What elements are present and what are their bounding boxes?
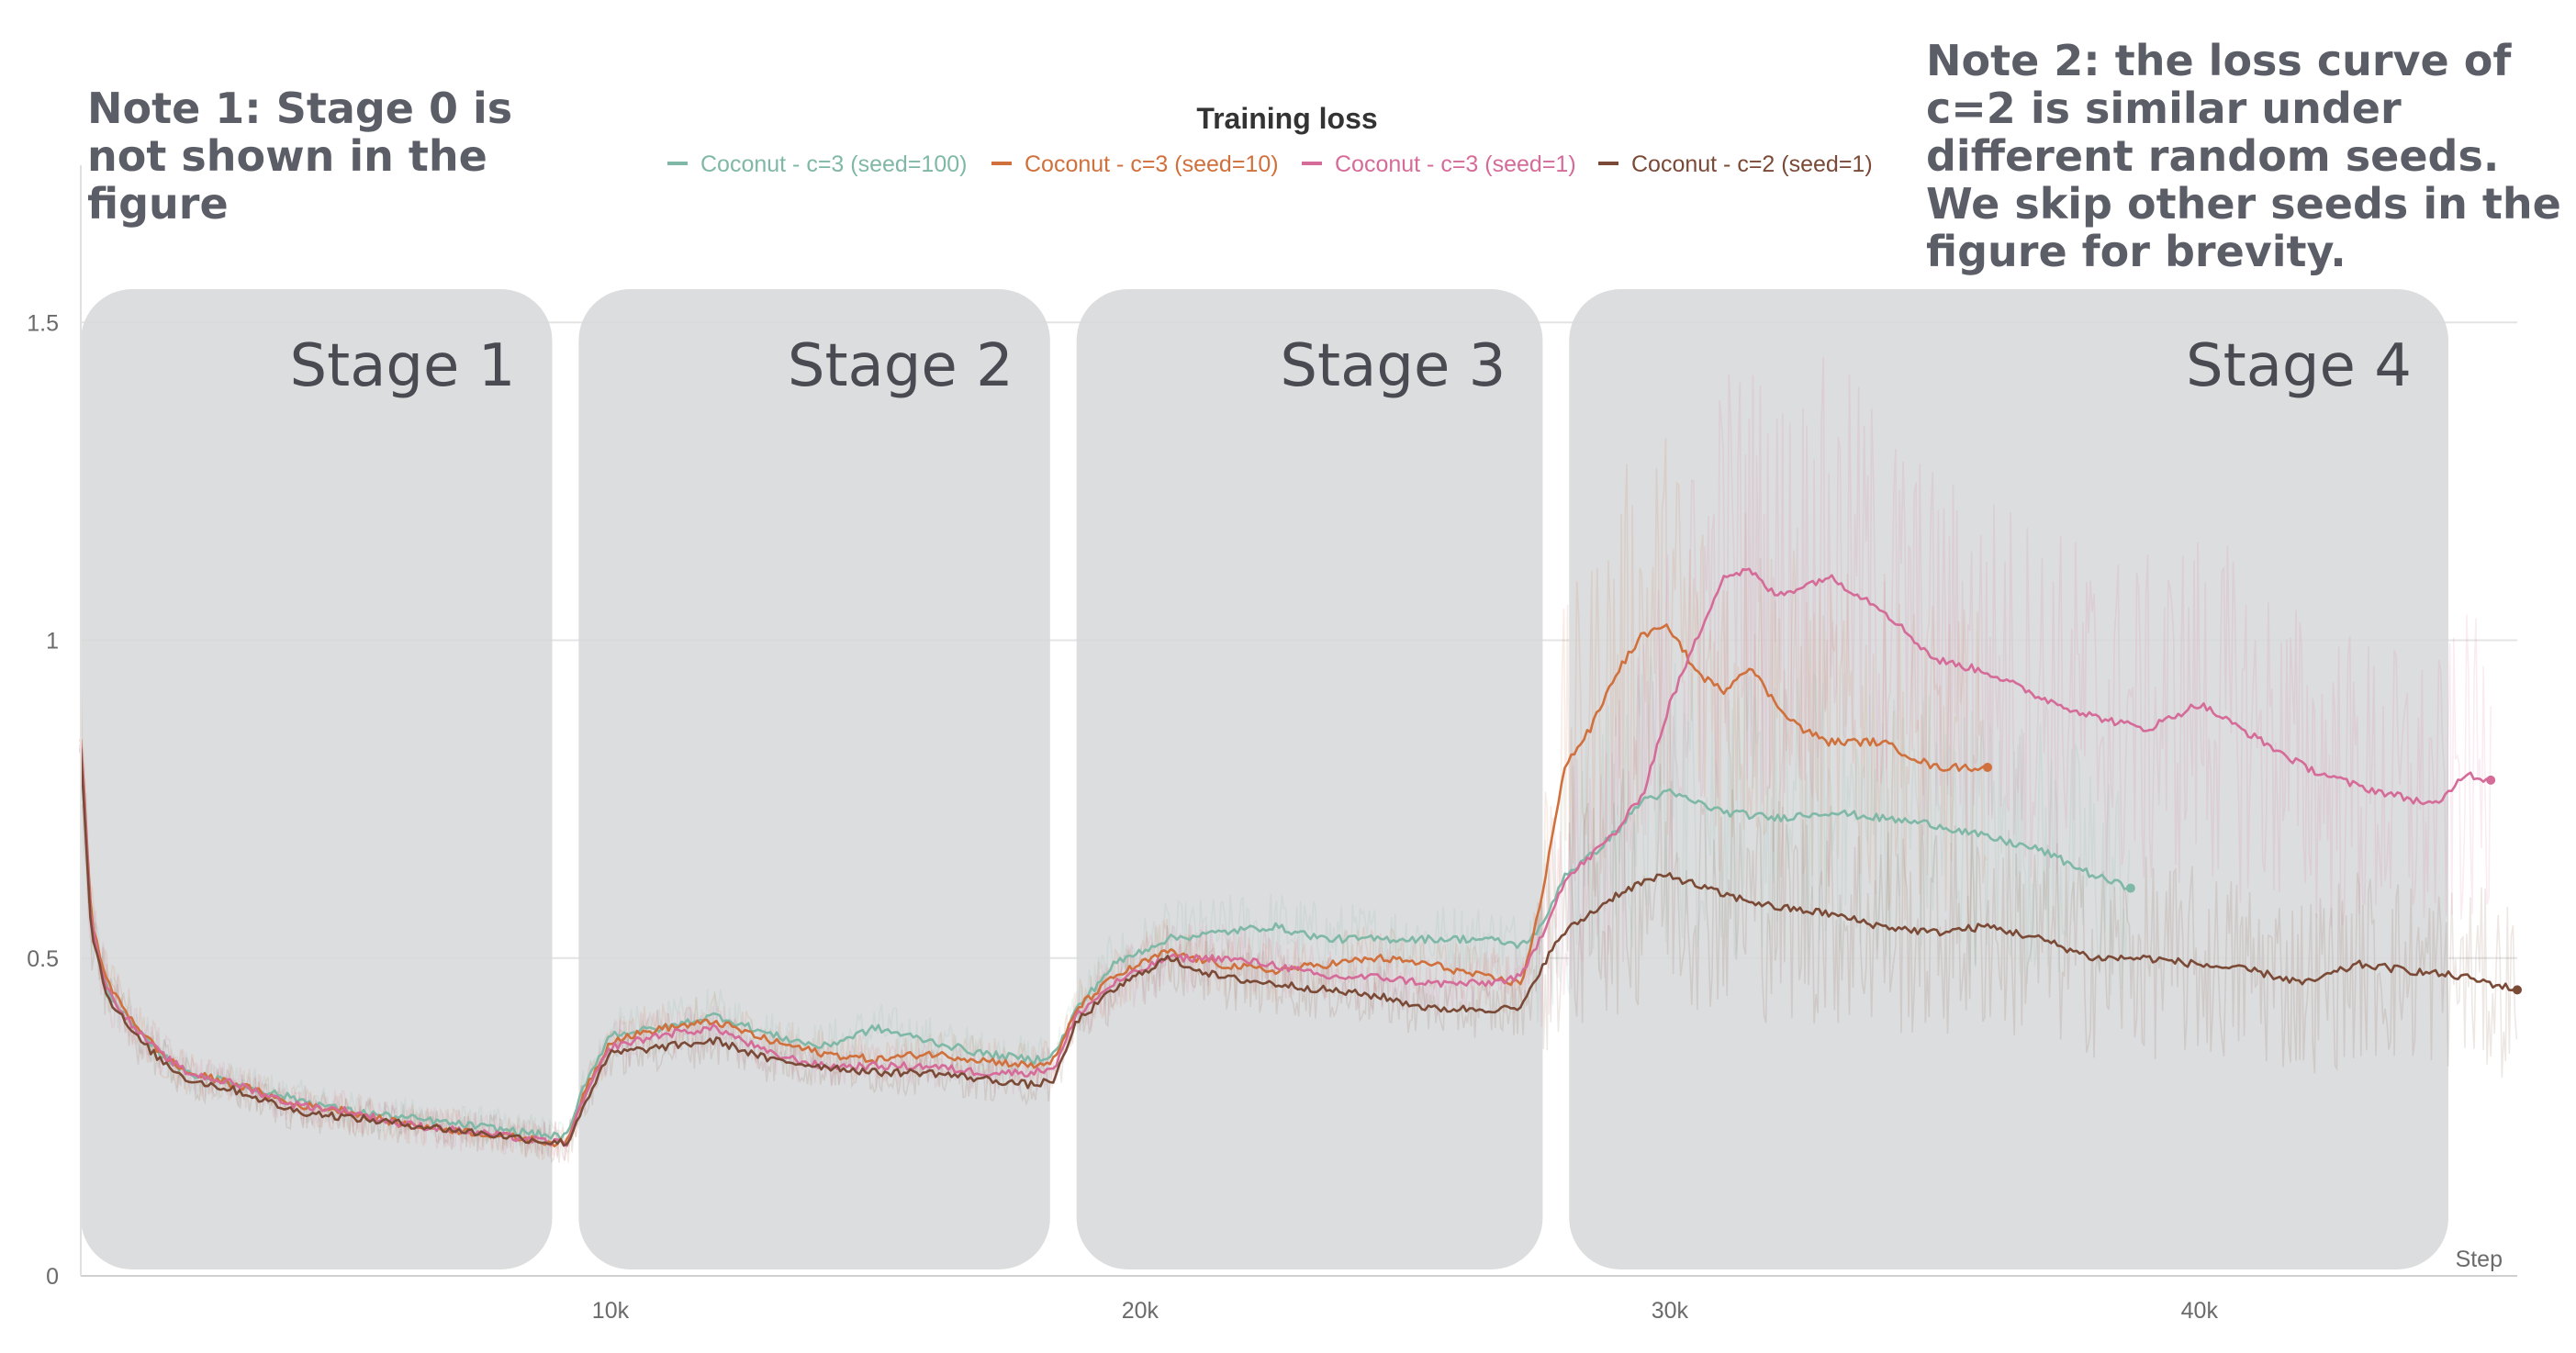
- legend-entry: Coconut - c=3 (seed=10): [1025, 151, 1279, 177]
- x-tick-label: 10k: [592, 1298, 630, 1324]
- note-1: Note 1: Stage 0 is not shown in the figu…: [87, 84, 513, 229]
- raw-trace: [80, 356, 2492, 1161]
- stage-panel: [578, 289, 1050, 1269]
- y-tick-label: 1: [46, 629, 59, 654]
- x-axis-label: Step: [2456, 1247, 2503, 1272]
- stage-label: Stage 3: [1280, 332, 1506, 400]
- stage-panel: [1569, 289, 2448, 1269]
- y-tick-label: 1.5: [27, 310, 59, 336]
- series-line: [79, 748, 2516, 1147]
- axes: 10k 20k 30k 40k 0 0.5 1 1.5: [27, 165, 2517, 1324]
- x-tick-label: 30k: [1652, 1298, 1689, 1324]
- stage-panel: [81, 289, 553, 1269]
- chart-title: Training loss: [1196, 102, 1377, 135]
- x-tick-label: 20k: [1122, 1298, 1159, 1324]
- stage-panels: Stage 1 Stage 2 Stage 3 Stage 4: [81, 289, 2448, 1269]
- series-end-point: [2125, 883, 2135, 893]
- series-end-point: [2513, 985, 2522, 995]
- series-end-point: [2486, 775, 2496, 785]
- legend: Coconut - c=3 (seed=100) Coconut - c=3 (s…: [667, 151, 1873, 177]
- raw-trace: [80, 438, 1988, 1163]
- stage-label: Stage 2: [788, 332, 1014, 400]
- y-tick-label: 0.5: [27, 946, 59, 972]
- y-tick-label: 0: [46, 1264, 59, 1290]
- x-tick-label: 40k: [2181, 1298, 2219, 1324]
- legend-entry: Coconut - c=3 (seed=100): [700, 151, 967, 177]
- legend-entry: Coconut - c=2 (seed=1): [1631, 151, 1873, 177]
- stage-panel: [1076, 289, 1543, 1269]
- raw-trace: [80, 764, 2518, 1164]
- stage-label: Stage 1: [289, 332, 515, 400]
- series-line: [79, 750, 2132, 1141]
- series-lines: [79, 567, 2522, 1147]
- legend-entry: Coconut - c=3 (seed=1): [1335, 151, 1576, 177]
- series-end-point: [1983, 763, 1993, 772]
- stage-label: Stage 4: [2186, 332, 2412, 400]
- note-2: Note 2: the loss curve of c=2 is similar…: [1926, 36, 2561, 276]
